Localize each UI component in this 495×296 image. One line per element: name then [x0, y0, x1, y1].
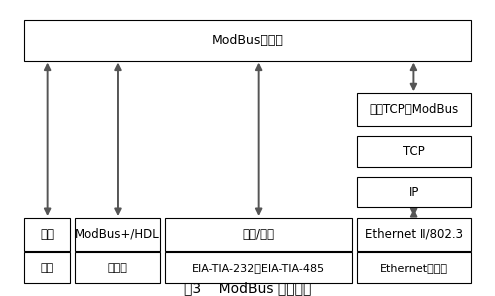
Bar	[24, 20, 471, 61]
Text: EIA-TIA-232或EIA-TIA-485: EIA-TIA-232或EIA-TIA-485	[192, 263, 325, 273]
Text: ModBus应用层: ModBus应用层	[211, 34, 284, 47]
Bar	[24, 252, 70, 283]
Text: 图3    ModBus 协议通信: 图3 ModBus 协议通信	[184, 282, 311, 296]
Text: 物理层: 物理层	[108, 263, 128, 273]
Bar	[356, 93, 471, 126]
Bar	[356, 252, 471, 283]
Bar	[356, 177, 471, 207]
Bar	[75, 252, 160, 283]
Text: ModBus+/HDL: ModBus+/HDL	[75, 228, 160, 241]
Text: Ethernet物理层: Ethernet物理层	[380, 263, 447, 273]
Bar	[24, 218, 70, 251]
Bar	[75, 218, 160, 251]
Text: 基于TCP的ModBus: 基于TCP的ModBus	[369, 103, 458, 116]
Text: 其他: 其他	[41, 263, 54, 273]
Text: Ethernet Ⅱ/802.3: Ethernet Ⅱ/802.3	[365, 228, 463, 241]
Text: TCP: TCP	[403, 145, 425, 158]
Bar	[356, 136, 471, 167]
Text: 主站/从站: 主站/从站	[243, 228, 274, 241]
Text: IP: IP	[408, 186, 419, 199]
Bar	[165, 218, 352, 251]
Bar	[165, 252, 352, 283]
Bar	[356, 218, 471, 251]
Text: 其他: 其他	[41, 228, 54, 241]
